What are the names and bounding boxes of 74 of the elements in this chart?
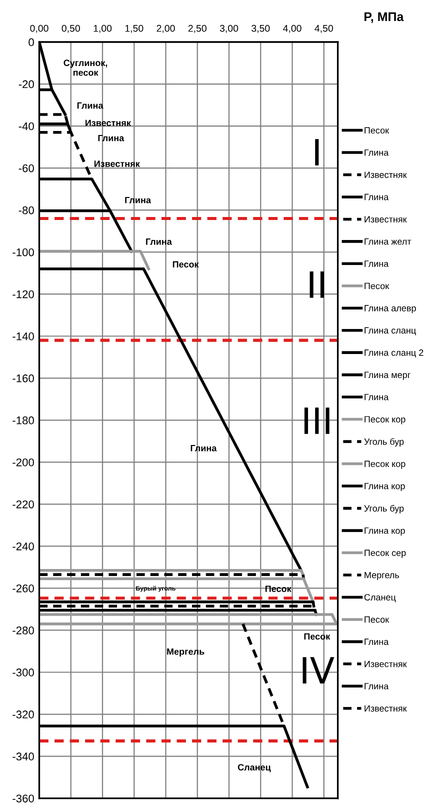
legend-label: Глина кор — [364, 482, 405, 492]
x-tick-label: 0,00 — [30, 24, 48, 33]
legend-label: Известняк — [364, 172, 407, 178]
annotation: Глина — [190, 445, 217, 452]
annotation: Глина — [125, 196, 152, 204]
x-axis-title: P, МПа — [364, 12, 404, 23]
y-tick-label: -320 — [12, 710, 34, 718]
y-tick-label: -40 — [18, 122, 34, 130]
annotation: Глина — [77, 102, 104, 109]
x-tick-label: 2,00 — [156, 24, 175, 33]
annotation: III — [304, 408, 330, 434]
legend-label: Глина — [364, 260, 389, 267]
legend-label: Песок сер — [364, 550, 406, 558]
legend-label: Глина — [364, 149, 389, 156]
annotation: Суглинок, песок — [64, 60, 108, 76]
annotation: Известняк — [86, 120, 131, 126]
legend-label: Глина — [364, 194, 389, 200]
annotation: Глина — [98, 134, 124, 142]
x-tick-label: 1,00 — [94, 24, 112, 33]
legend-label: Известняк — [364, 216, 407, 222]
legend-label: Глина — [364, 683, 389, 690]
legend-label: Уголь бур — [364, 438, 404, 447]
y-tick-label: 0 — [28, 38, 34, 46]
y-tick-label: -300 — [12, 668, 34, 676]
legend-label: Глина сланц 2 — [364, 349, 424, 358]
annotation: Мергель — [167, 648, 204, 657]
legend-label: Глина сланц — [364, 327, 416, 336]
x-tick-label: 4,00 — [283, 24, 302, 33]
legend-label: Песок — [364, 127, 390, 134]
legend-label: Глина — [364, 638, 389, 645]
y-tick-label: -340 — [12, 752, 34, 760]
annotation: Известняк — [94, 160, 140, 167]
annotation: II — [310, 271, 324, 298]
y-tick-label: -80 — [18, 206, 34, 214]
legend-label: Глина кор — [364, 528, 405, 536]
annotation: Песок — [304, 633, 330, 640]
annotation: IV — [302, 657, 334, 684]
legend-label: Глина — [364, 394, 389, 400]
y-tick-label: -240 — [12, 542, 34, 550]
legend-label: Песок — [364, 282, 390, 290]
legend-label: Известняк — [364, 705, 407, 712]
annotation: Сланец — [238, 764, 271, 772]
annotation: Песок — [172, 261, 199, 268]
legend-label: Глина мерг — [364, 372, 410, 380]
y-tick-label: -100 — [12, 248, 34, 256]
x-tick-label: 3,00 — [220, 24, 238, 33]
annotation: Песок — [265, 586, 292, 592]
legend-label: Песок кор — [364, 416, 406, 424]
legend-label: Глина алевр — [364, 305, 416, 314]
annotation: I — [315, 139, 319, 166]
y-tick-label: -260 — [12, 584, 34, 592]
y-tick-label: -180 — [12, 416, 34, 424]
legend-label: Мергель — [364, 572, 400, 580]
x-tick-label: 4,50 — [314, 24, 333, 33]
y-tick-label: -60 — [18, 164, 34, 172]
y-tick-label: -220 — [12, 500, 34, 508]
y-tick-label: -280 — [12, 626, 34, 634]
annotation: Глина — [146, 238, 172, 245]
legend-label: Песок — [364, 616, 390, 623]
legend-label: Известняк — [364, 660, 407, 668]
legend-label: Песок кор — [364, 460, 406, 469]
y-tick-label: -120 — [12, 290, 34, 298]
x-tick-label: 2,50 — [188, 24, 206, 33]
x-tick-label: 0,50 — [62, 24, 80, 33]
y-tick-label: -20 — [18, 80, 34, 88]
x-tick-label: 1,50 — [125, 24, 144, 33]
legend-label: Глина желт — [364, 238, 412, 245]
y-tick-label: -140 — [12, 332, 34, 340]
x-tick-label: 3,50 — [252, 24, 270, 33]
y-tick-label: -360 — [12, 794, 34, 802]
legend-label: Уголь бур — [364, 504, 404, 514]
y-tick-label: -200 — [12, 458, 34, 466]
y-tick-label: -160 — [12, 374, 34, 382]
legend-label: Сланец — [364, 594, 396, 602]
